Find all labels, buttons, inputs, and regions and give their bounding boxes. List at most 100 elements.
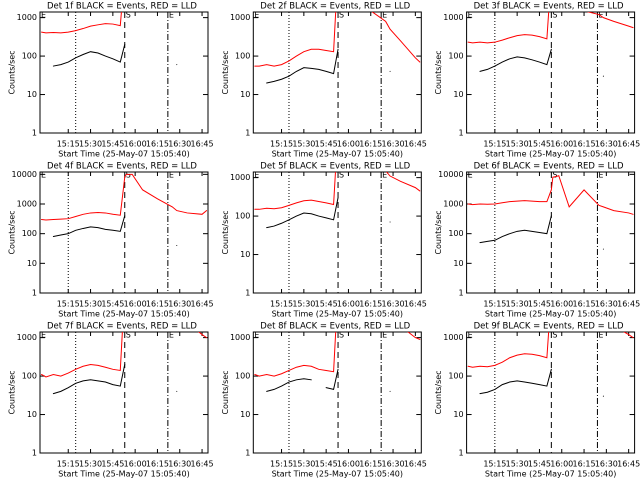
panel: Det 4f BLACK = Events, RED = LLD Start Ti…	[8, 162, 214, 319]
x-tick-label: 15:30	[292, 140, 315, 149]
y-tick-label: 10	[27, 410, 37, 419]
y-tick-label: 1	[32, 289, 37, 298]
x-tick-label: 15:45	[101, 300, 124, 309]
plot-frame	[252, 11, 422, 134]
x-tick-label: 15:15	[57, 140, 80, 149]
time-marker-label: S	[126, 171, 131, 180]
x-axis-label: Start Time (25-May-07 15:05:40)	[272, 470, 403, 479]
panel-title: Det 9f BLACK = Events, RED = LLD	[474, 322, 624, 332]
y-tick-label: 10	[27, 259, 37, 268]
time-marker-label: S	[552, 171, 557, 180]
x-tick-label: 16:45	[404, 300, 427, 309]
panel-title: Det 8f BLACK = Events, RED = LLD	[260, 322, 410, 332]
x-tick-label: 16:00	[550, 300, 573, 309]
time-marker-label: S	[126, 11, 131, 20]
panel: Det 7f BLACK = Events, RED = LLD Start Ti…	[8, 322, 214, 479]
x-tick-label: 16:15	[359, 300, 382, 309]
y-tick-label: 1	[459, 289, 464, 298]
y-tick-label: 100	[22, 52, 37, 61]
x-tick-label: 16:00	[124, 460, 147, 469]
x-tick-label: 15:30	[506, 300, 529, 309]
x-tick-label: 16:45	[404, 460, 427, 469]
y-tick-label: 10	[240, 250, 250, 259]
time-marker-label: E	[598, 11, 603, 20]
data-line	[254, 332, 421, 377]
x-axis-label: Start Time (25-May-07 15:05:40)	[485, 150, 616, 159]
y-tick-label: 100	[235, 52, 250, 61]
x-tick-label: 15:45	[101, 140, 124, 149]
data-line	[40, 332, 208, 378]
x-tick-label: 16:00	[550, 460, 573, 469]
time-marker-label: E	[382, 171, 387, 180]
panel-title: Det 4f BLACK = Events, RED = LLD	[47, 162, 197, 172]
time-marker-label: S	[552, 11, 557, 20]
x-tick-label: 16:30	[382, 460, 405, 469]
y-tick-label: 10000	[12, 170, 37, 179]
y-tick-label: 1	[245, 289, 250, 298]
x-tick-label: 15:30	[79, 140, 102, 149]
x-tick-label: 15:30	[506, 140, 529, 149]
y-tick-label: 10	[240, 410, 250, 419]
panel: Det 3f BLACK = Events, RED = LLD Start Ti…	[434, 2, 640, 159]
plot-frame	[39, 331, 209, 454]
x-tick-label: 16:30	[595, 140, 618, 149]
x-tick-label: 16:00	[337, 460, 360, 469]
time-marker-label: S	[339, 171, 344, 180]
panel: Det 5f BLACK = Events, RED = LLD Start Ti…	[221, 162, 427, 319]
corner-marker: E	[468, 331, 473, 340]
x-tick-label: 15:30	[79, 300, 102, 309]
y-tick-label: 100	[235, 212, 250, 221]
corner-marker: E	[41, 11, 46, 20]
plot-frame	[466, 171, 636, 294]
corner-marker: E	[468, 11, 473, 20]
x-axis-label: Start Time (25-May-07 15:05:40)	[272, 310, 403, 319]
x-tick-label: 15:45	[528, 460, 551, 469]
x-tick-label: 15:15	[483, 140, 506, 149]
x-tick-label: 16:00	[124, 300, 147, 309]
x-tick-label: 15:15	[270, 140, 293, 149]
panel-title: Det 1f BLACK = Events, RED = LLD	[47, 2, 197, 12]
panel-title: Det 6f BLACK = Events, RED = LLD	[474, 162, 624, 172]
panel: Det 2f BLACK = Events, RED = LLD Start Ti…	[221, 2, 427, 159]
y-tick-label: 100	[235, 372, 250, 381]
time-marker-label: E	[169, 331, 174, 340]
y-tick-label: 100	[448, 229, 463, 238]
x-axis-label: Start Time (25-May-07 15:05:40)	[485, 470, 616, 479]
y-tick-label: 10000	[438, 170, 463, 179]
x-tick-label: 16:00	[124, 140, 147, 149]
y-tick-label: 100	[448, 52, 463, 61]
y-axis-label: Counts/sec	[221, 50, 230, 94]
data-line	[254, 172, 421, 210]
x-tick-label: 15:15	[57, 460, 80, 469]
x-axis-label: Start Time (25-May-07 15:05:40)	[58, 310, 189, 319]
y-tick-label: 1000	[17, 333, 37, 342]
y-tick-label: 100	[448, 372, 463, 381]
x-tick-label: 15:45	[528, 300, 551, 309]
plot-frame	[39, 11, 209, 134]
panel-title: Det 2f BLACK = Events, RED = LLD	[260, 2, 410, 12]
y-axis-label: Counts/sec	[8, 50, 17, 94]
time-marker-label: E	[598, 331, 603, 340]
y-tick-label: 10	[27, 90, 37, 99]
panel-title: Det 5f BLACK = Events, RED = LLD	[260, 162, 410, 172]
data-line	[479, 368, 604, 397]
data-line	[52, 364, 178, 395]
panel: Det 8f BLACK = Events, RED = LLD Start Ti…	[221, 322, 427, 479]
time-marker-label: S	[126, 331, 131, 340]
x-axis-label: Start Time (25-May-07 15:05:40)	[58, 150, 189, 159]
x-tick-label: 16:30	[382, 300, 405, 309]
time-marker-label: S	[339, 331, 344, 340]
time-marker-label: E	[598, 171, 603, 180]
x-tick-label: 16:45	[617, 140, 640, 149]
x-tick-label: 15:30	[506, 460, 529, 469]
x-tick-label: 15:45	[315, 140, 338, 149]
y-tick-label: 1	[32, 449, 37, 458]
plot-frame	[466, 11, 636, 134]
x-tick-label: 16:30	[168, 140, 191, 149]
x-tick-label: 16:45	[404, 140, 427, 149]
data-line	[479, 215, 604, 250]
y-axis-label: Counts/sec	[221, 370, 230, 414]
time-marker-label: S	[552, 331, 557, 340]
x-axis-label: Start Time (25-May-07 15:05:40)	[485, 310, 616, 319]
x-tick-label: 16:15	[146, 300, 169, 309]
